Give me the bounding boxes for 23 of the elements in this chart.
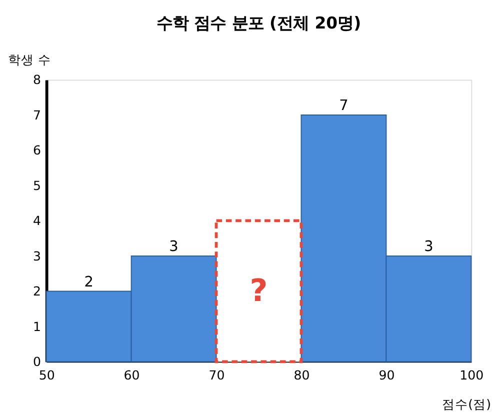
x-tick-label: 100 [460,368,484,383]
x-tick-label: 60 [124,368,140,383]
y-tick-label: 4 [33,213,42,228]
annotation: ? [250,272,268,309]
x-tick-label: 70 [208,368,225,383]
y-tick-label: 2 [33,284,42,299]
y-tick-label: 1 [33,318,42,334]
chart-title: 수학 점수 분포 (전체 20명) [156,14,362,33]
y-tick-label: 3 [33,248,42,264]
data-label: 3 [169,239,178,256]
data-label: 7 [339,98,348,114]
y-tick-label: 0 [33,354,42,370]
data-label: 2 [84,274,94,290]
x-axis-title: 점수(점) [442,396,491,412]
y-tick-label: 5 [33,178,42,193]
x-tick-label: 50 [38,368,55,383]
data-label: 3 [424,239,434,256]
x-tick-label: 90 [378,368,395,383]
y-tick-label: 7 [33,107,42,122]
y-tick-label: 6 [33,142,42,158]
y-tick-label: 8 [33,72,42,88]
x-tick-label: 80 [294,368,310,383]
y-axis-title: 학생 수 [8,52,52,67]
